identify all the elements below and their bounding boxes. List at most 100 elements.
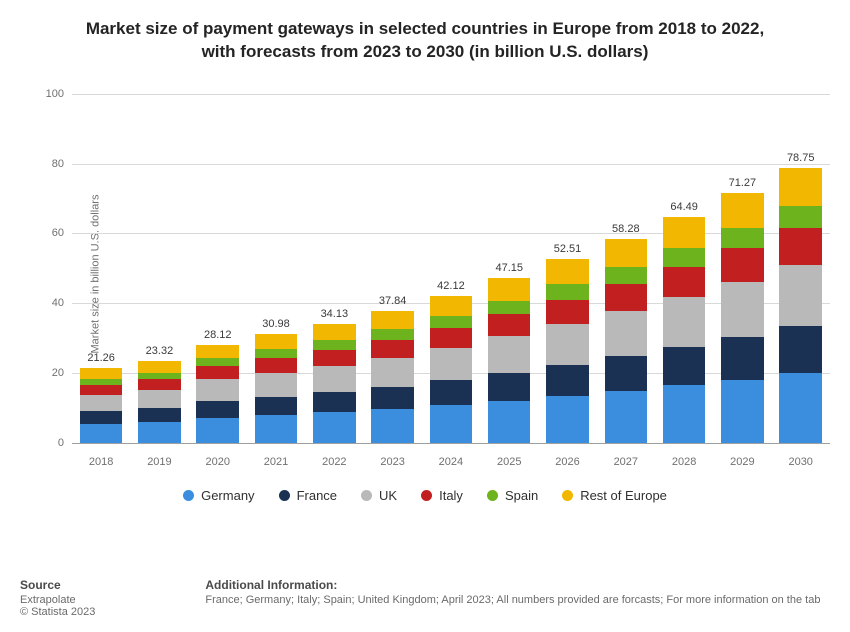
bar-total-label: 34.13 — [321, 308, 349, 320]
bar-segment — [546, 396, 589, 443]
bar-segment — [430, 296, 473, 316]
bar-segment — [196, 418, 239, 443]
bar-segment — [779, 373, 822, 443]
bar-segment — [80, 385, 123, 395]
y-tick-label: 80 — [52, 158, 72, 170]
bar-stack-wrap: 58.28 — [599, 239, 654, 443]
bar-column: 23.32 — [132, 361, 187, 443]
bar-stack-wrap: 21.26 — [74, 368, 129, 443]
x-tick-label: 2021 — [249, 448, 304, 474]
x-tick-label: 2018 — [74, 448, 129, 474]
bar-column: 52.51 — [540, 259, 595, 443]
bar-segment — [371, 387, 414, 409]
source-line-2: © Statista 2023 — [20, 606, 95, 618]
bar-segment — [371, 311, 414, 329]
footer: Source Extrapolate © Statista 2023 Addit… — [20, 578, 850, 618]
bar-stack-wrap: 71.27 — [715, 193, 770, 443]
y-tick-label: 60 — [52, 227, 72, 239]
bar-column: 42.12 — [424, 296, 479, 443]
legend-swatch — [421, 490, 432, 501]
bar-segment — [138, 390, 181, 408]
bar-segment — [138, 422, 181, 443]
legend-item: Italy — [421, 488, 463, 503]
bar-stack — [663, 217, 706, 443]
bar-stack-wrap: 42.12 — [424, 296, 479, 443]
bar-column: 64.49 — [657, 217, 712, 443]
legend-swatch — [361, 490, 372, 501]
bar-segment — [779, 206, 822, 229]
bar-segment — [546, 324, 589, 365]
bar-segment — [138, 361, 181, 372]
bar-segment — [430, 316, 473, 328]
bar-segment — [313, 366, 356, 393]
bar-stack-wrap: 23.32 — [132, 361, 187, 443]
bar-stack — [138, 361, 181, 443]
bar-segment — [663, 385, 706, 442]
legend-item: Germany — [183, 488, 254, 503]
bar-stack-wrap: 28.12 — [190, 345, 245, 443]
bar-stack — [779, 168, 822, 443]
x-axis-labels: 2018201920202021202220232024202520262027… — [72, 448, 830, 474]
bar-segment — [80, 395, 123, 411]
bar-segment — [605, 267, 648, 284]
bar-segment — [721, 248, 764, 281]
source-heading: Source — [20, 578, 95, 592]
legend-label: Germany — [201, 488, 254, 503]
bar-segment — [546, 300, 589, 325]
bar-column: 30.98 — [249, 334, 304, 442]
bar-segment — [430, 328, 473, 348]
bar-stack-wrap: 37.84 — [365, 311, 420, 443]
bar-stack — [721, 193, 764, 443]
bar-segment — [663, 248, 706, 267]
bar-segment — [138, 379, 181, 390]
title-line2: with forecasts from 2023 to 2030 (in bil… — [40, 41, 810, 64]
bar-column: 21.26 — [74, 368, 129, 443]
bar-total-label: 21.26 — [87, 352, 115, 364]
bar-segment — [721, 282, 764, 337]
y-tick-label: 0 — [58, 437, 72, 449]
bar-column: 71.27 — [715, 193, 770, 443]
bar-segment — [488, 336, 531, 372]
bar-column: 37.84 — [365, 311, 420, 443]
legend-item: Rest of Europe — [562, 488, 667, 503]
bar-segment — [546, 365, 589, 396]
chart-title: Market size of payment gateways in selec… — [0, 0, 850, 74]
bar-stack-wrap: 47.15 — [482, 278, 537, 443]
bar-stack-wrap: 30.98 — [249, 334, 304, 442]
bar-segment — [255, 358, 298, 372]
bar-stack — [255, 334, 298, 442]
bar-segment — [779, 265, 822, 326]
bar-segment — [546, 284, 589, 299]
legend-label: Rest of Europe — [580, 488, 667, 503]
bar-segment — [255, 334, 298, 349]
bar-column: 34.13 — [307, 324, 362, 443]
bar-segment — [313, 350, 356, 366]
bar-stack — [430, 296, 473, 443]
x-tick-label: 2023 — [365, 448, 420, 474]
bar-segment — [430, 348, 473, 381]
bar-column: 47.15 — [482, 278, 537, 443]
bar-segment — [721, 380, 764, 443]
bar-stack — [546, 259, 589, 443]
bar-segment — [255, 373, 298, 397]
bar-segment — [138, 408, 181, 422]
bar-segment — [663, 297, 706, 347]
source-line-1: Extrapolate — [20, 594, 95, 606]
bar-segment — [371, 340, 414, 358]
info-text: France; Germany; Italy; Spain; United Ki… — [205, 594, 850, 606]
x-tick-label: 2025 — [482, 448, 537, 474]
bar-total-label: 28.12 — [204, 329, 232, 341]
source-block: Source Extrapolate © Statista 2023 — [20, 578, 95, 618]
bar-segment — [721, 228, 764, 249]
bar-segment — [430, 380, 473, 405]
bar-segment — [488, 314, 531, 336]
bar-segment — [721, 337, 764, 380]
legend-item: Spain — [487, 488, 538, 503]
bar-total-label: 30.98 — [262, 318, 290, 330]
bar-column: 78.75 — [773, 168, 828, 443]
bar-stack — [313, 324, 356, 443]
y-tick-label: 20 — [52, 367, 72, 379]
info-heading: Additional Information: — [205, 578, 850, 592]
bar-segment — [488, 301, 531, 315]
bar-total-label: 64.49 — [670, 201, 698, 213]
